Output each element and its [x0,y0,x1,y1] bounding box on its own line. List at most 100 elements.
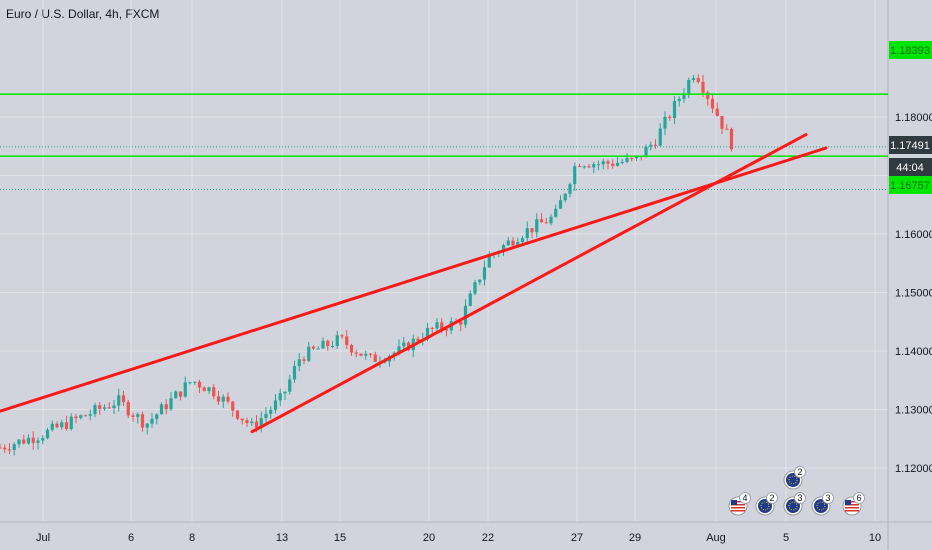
candle [188,381,192,385]
candle [297,353,301,372]
trendline[interactable] [250,133,808,434]
candle [79,414,83,420]
candle [606,159,610,170]
candle [321,337,325,349]
event-count: 3 [825,493,830,503]
candle [354,349,358,358]
candle [473,279,477,296]
candle [630,157,634,162]
candle [525,221,529,245]
trendline[interactable] [0,146,828,413]
candle [17,439,21,448]
candle [535,213,539,238]
candle [31,431,35,450]
x-tick-label: 5 [783,532,789,544]
candle [264,407,268,425]
candle [221,394,225,409]
candle [145,423,149,435]
price-label-box [889,41,932,59]
candle [278,388,282,407]
event-count: 4 [742,493,747,503]
eu-flag-icon[interactable]: 2 [783,466,806,490]
candle [231,400,235,417]
candle [478,279,482,285]
candle [701,75,705,97]
candle [706,90,710,106]
candle [102,404,107,411]
candle [83,414,88,417]
candle [311,345,316,351]
candle [183,376,187,398]
y-tick-label: 1.14000 [895,346,932,358]
candle [250,417,254,427]
y-tick-label: 1.15000 [895,288,932,300]
candle [93,402,97,418]
candle [682,88,686,103]
candle [36,437,40,450]
candle [197,379,202,394]
x-tick-label: 8 [189,532,195,544]
event-count: 2 [797,467,802,477]
candle [155,413,159,425]
candle [587,164,591,169]
candle [368,353,373,358]
price-label: 1.17491 [890,140,930,152]
candle [596,160,601,171]
candle [245,417,249,427]
candle [121,390,126,407]
eu-flag-icon[interactable]: 3 [783,492,806,516]
candle [687,77,691,99]
candle [55,421,59,429]
eu-flag-icon[interactable]: 3 [811,492,834,516]
eu-flag-icon[interactable]: 2 [755,492,778,516]
candle [283,391,287,401]
candle [159,402,164,415]
us-flag-icon[interactable]: 4 [728,492,751,516]
chart-title: Euro / U.S. Dollar, 4h, FXCM [6,7,160,21]
candle [658,123,662,147]
candle [326,339,330,351]
price-label-box [889,158,932,176]
candle [98,402,102,415]
price-label: 44:04 [896,162,924,174]
candle [349,343,354,356]
us-flag-icon[interactable]: 6 [842,492,865,516]
event-count: 6 [856,493,861,503]
price-label: 1.16757 [890,180,930,192]
candle [64,415,69,431]
candle [193,381,197,385]
candle [558,195,563,209]
candle [668,114,672,121]
candle [649,141,653,151]
candle [150,412,154,428]
candle [435,318,439,331]
price-label-box [889,136,932,154]
candle [335,331,339,349]
x-tick-label: 13 [276,532,288,544]
candle [625,153,629,164]
candle [468,290,472,307]
candle [582,165,586,169]
candle [178,391,183,401]
candle [164,399,168,415]
candle [463,299,468,328]
candle [0,443,2,449]
x-tick-label: 22 [482,532,494,544]
candle [269,406,273,419]
candle [216,391,221,405]
candle [22,434,26,445]
x-tick-label: Aug [706,532,726,544]
candle [316,346,320,350]
candle [663,111,667,136]
x-tick-label: 10 [869,532,881,544]
candle [169,392,173,411]
candle [112,400,116,415]
event-count: 3 [797,493,802,503]
candle [720,115,724,135]
candle [653,139,658,149]
candle [273,394,278,414]
candle [691,74,696,83]
candle [69,413,73,431]
candle [345,330,349,349]
